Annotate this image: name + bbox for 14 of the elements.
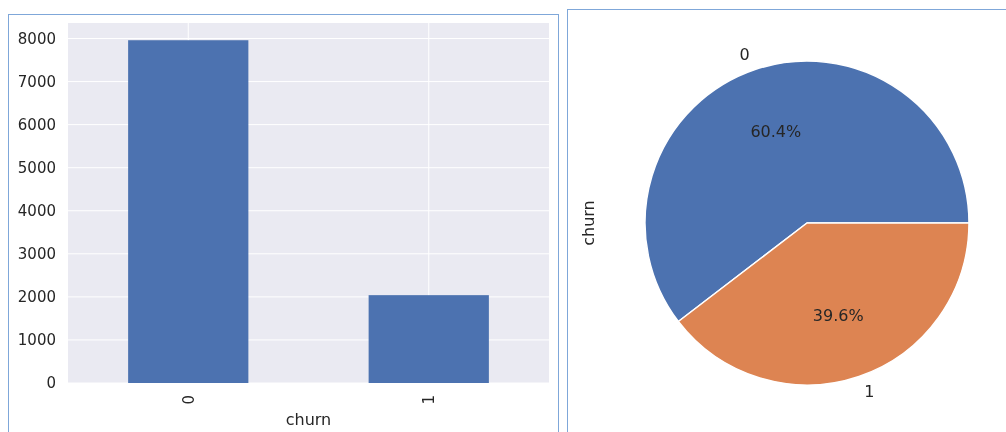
y-tick-label: 4000	[17, 202, 56, 220]
y-tick-label: 2000	[17, 288, 56, 307]
text: churn	[579, 200, 598, 246]
y-tick-label: 7000	[17, 72, 56, 91]
y-tick-label: 5000	[17, 158, 56, 177]
x-axis-title: churn	[285, 410, 332, 429]
y-tick-label: 8000	[17, 29, 56, 48]
y-tick-label: 1000	[17, 331, 56, 350]
data-label: 39.6%	[812, 305, 864, 325]
data-label: 60.4%	[750, 121, 802, 141]
y-tick-label: 0	[46, 374, 56, 393]
y-tick-label: 6000	[17, 115, 56, 134]
y-tick-label: 3000	[17, 245, 56, 264]
slice-label: 0	[739, 44, 750, 64]
